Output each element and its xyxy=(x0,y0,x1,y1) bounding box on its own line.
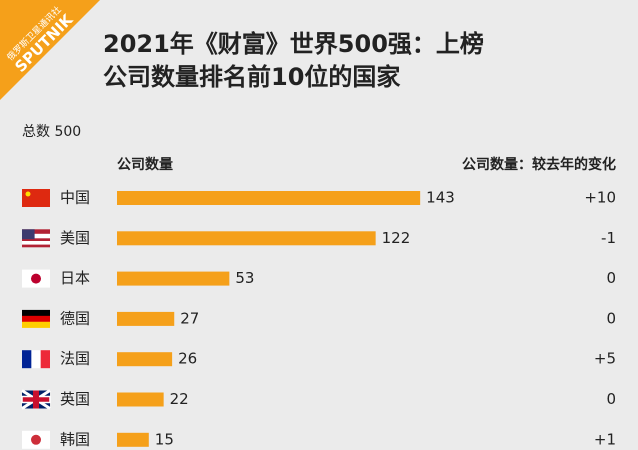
category-label: 英国 xyxy=(60,390,90,408)
change-label: -1 xyxy=(601,229,616,247)
change-label: 0 xyxy=(606,269,616,287)
flag xyxy=(25,191,31,197)
bar xyxy=(117,311,175,326)
category-label: 日本 xyxy=(60,269,90,287)
value-label: 15 xyxy=(155,430,174,448)
flag xyxy=(22,309,50,317)
chart-title: 公司数量排名前10位的国家 xyxy=(103,63,400,91)
value-header: 公司数量 xyxy=(117,156,173,173)
flag xyxy=(22,229,35,240)
flag xyxy=(40,350,50,369)
flag xyxy=(31,273,41,284)
value-label: 122 xyxy=(382,229,411,247)
bar xyxy=(117,191,421,205)
flag xyxy=(33,390,39,409)
category-label: 德国 xyxy=(60,309,90,327)
change-label: 0 xyxy=(606,309,616,327)
value-label: 26 xyxy=(178,350,197,368)
flag xyxy=(22,189,50,207)
value-label: 22 xyxy=(170,390,189,408)
flag xyxy=(22,315,50,322)
change-label: +1 xyxy=(594,430,616,448)
bar xyxy=(117,432,149,447)
change-label: +10 xyxy=(584,189,616,207)
change-label: 0 xyxy=(606,390,616,408)
flag xyxy=(22,241,50,245)
value-label: 27 xyxy=(180,309,199,327)
flag xyxy=(22,350,32,369)
value-label: 53 xyxy=(235,269,254,287)
value-label: 143 xyxy=(426,189,455,207)
change-header: 公司数量：较去年的变化 xyxy=(462,156,616,173)
bar xyxy=(117,271,230,286)
bar xyxy=(117,352,173,367)
chart-title: 2021年《财富》世界500强：上榜 xyxy=(103,30,484,58)
category-label: 中国 xyxy=(60,189,90,207)
category-label: 美国 xyxy=(60,229,90,247)
change-label: +5 xyxy=(594,350,616,368)
logo-background xyxy=(0,0,100,100)
flag xyxy=(22,233,50,239)
bar xyxy=(117,231,376,246)
total-label: 总数 500 xyxy=(22,124,81,140)
flag xyxy=(31,434,41,445)
flag xyxy=(22,321,50,328)
bar xyxy=(117,392,164,407)
category-label: 法国 xyxy=(60,350,90,368)
category-label: 韩国 xyxy=(60,430,90,448)
